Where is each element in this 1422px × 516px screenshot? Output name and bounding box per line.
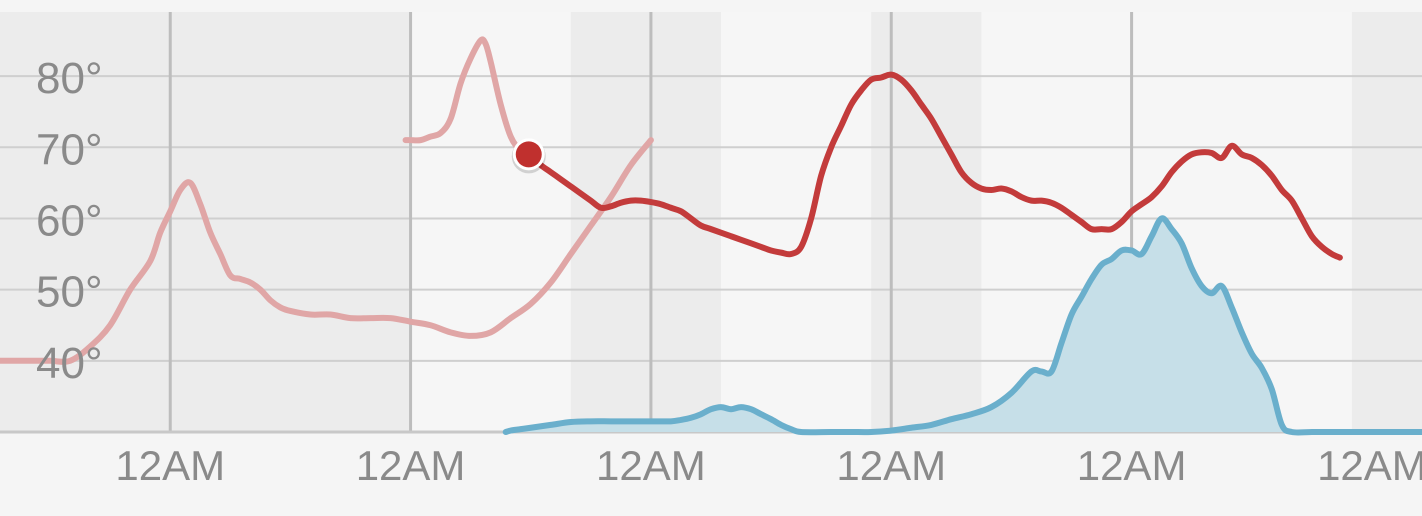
night-band [1351,12,1422,432]
y-tick-label: 80° [36,54,103,103]
x-tick-label: 12AM [115,442,225,489]
marker-layer [511,138,546,174]
temperature-line-past [402,36,532,158]
x-tick-label: 12AM [1077,442,1187,489]
precipitation-line [502,215,1422,436]
y-tick-label: 60° [36,196,103,245]
grid-layer [0,12,1422,434]
night-band [871,12,982,432]
x-tick-label: 12AM [1317,442,1422,489]
temperature-line-forecast [525,71,1343,261]
y-tick-label: 40° [36,339,103,388]
y-tick-label: 50° [36,268,103,317]
temperature-line-past [0,137,654,365]
x-tick-label: 12AM [836,442,946,489]
y-tick-label: 70° [36,125,103,174]
axis-layer: 40° 50° 60° 70° 80° 12AM 12AM 12AM 12AM 12AM 12AM [36,54,1422,489]
current-time-marker [515,141,542,168]
x-tick-label: 12AM [356,442,466,489]
x-tick-label: 12AM [596,442,706,489]
series-layer [0,36,1422,436]
